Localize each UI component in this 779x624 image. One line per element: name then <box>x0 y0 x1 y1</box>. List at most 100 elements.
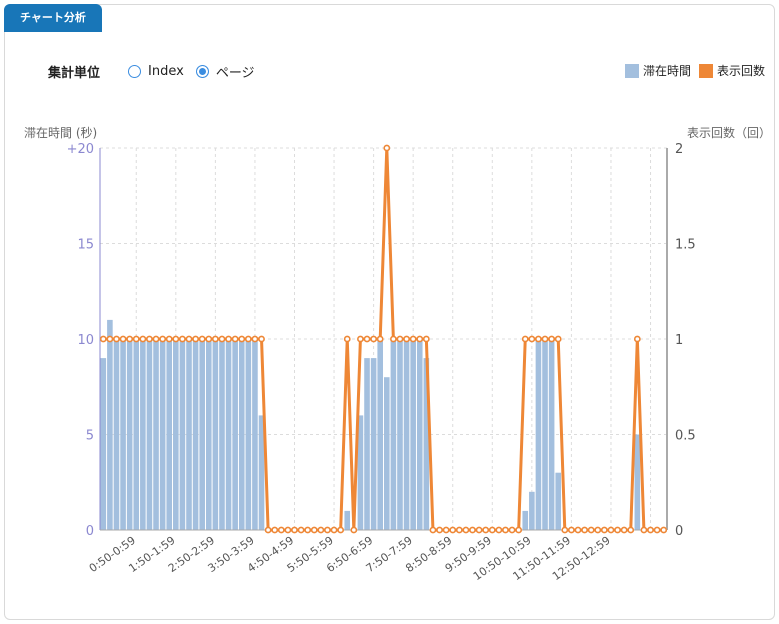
point-views <box>614 526 621 534</box>
point-views <box>475 526 483 534</box>
bar-duration <box>403 339 410 530</box>
point-views <box>271 526 279 534</box>
point-views <box>383 144 391 152</box>
bar-duration <box>364 358 370 530</box>
point-views <box>647 526 654 534</box>
point-views <box>317 526 325 534</box>
point-views <box>205 335 213 343</box>
point-views <box>291 526 298 534</box>
bar-duration <box>245 339 252 530</box>
y-right-tick-label: 1.5 <box>675 238 696 253</box>
point-views <box>337 526 345 534</box>
bar-duration <box>416 339 423 530</box>
point-views <box>541 335 549 343</box>
bar-duration <box>120 339 126 530</box>
bar-duration <box>390 339 397 530</box>
bar-duration <box>126 339 133 530</box>
bar-duration <box>252 339 258 530</box>
point-views <box>396 335 404 343</box>
bar-duration <box>555 472 562 530</box>
point-views <box>627 526 635 534</box>
point-views <box>185 335 193 343</box>
bar-duration <box>133 339 140 530</box>
point-views <box>488 526 496 534</box>
point-views <box>548 335 556 343</box>
bar-duration <box>100 358 107 530</box>
legend-label-duration: 滞在時間 <box>642 64 691 78</box>
point-views <box>568 526 575 534</box>
radio-option-page[interactable]: ページ <box>195 62 255 81</box>
tab-chart-analysis[interactable]: チャート分析 <box>4 4 102 32</box>
point-views <box>462 526 470 534</box>
bar-duration <box>344 510 351 530</box>
bar-duration <box>205 339 212 530</box>
bar-duration <box>113 339 120 530</box>
radio-page-label: ページ <box>215 65 255 81</box>
bar-duration <box>410 339 416 530</box>
point-views <box>416 335 424 343</box>
bar-duration <box>377 339 383 530</box>
legend-swatch-duration <box>624 63 639 78</box>
point-views <box>521 335 529 343</box>
point-views <box>376 335 384 343</box>
y-left-tick-label: 0 <box>86 524 94 539</box>
legend-item-views[interactable]: 表示回数 <box>698 62 765 79</box>
bar-duration <box>542 339 548 530</box>
point-views <box>106 335 114 343</box>
legend-item-duration[interactable]: 滞在時間 <box>624 62 691 79</box>
bar-duration <box>146 339 153 530</box>
chart-legend: 滞在時間 表示回数 <box>617 62 765 79</box>
radio-option-index[interactable]: Index <box>128 64 184 79</box>
point-views <box>165 335 173 343</box>
point-views <box>482 526 490 534</box>
point-views <box>633 335 641 343</box>
point-views <box>304 526 312 534</box>
point-views <box>277 526 285 534</box>
bar-duration <box>529 491 535 530</box>
bar-duration <box>535 339 542 530</box>
bar-duration <box>634 434 641 530</box>
point-views <box>422 335 430 343</box>
y-right-tick-label: 0 <box>675 524 683 539</box>
point-views <box>258 335 265 343</box>
radio-index[interactable] <box>128 64 142 78</box>
point-views <box>231 335 239 343</box>
point-views <box>495 526 503 534</box>
aggregation-controls: 集計単位 Index ページ <box>48 60 267 82</box>
radio-index-label: Index <box>148 63 184 79</box>
point-views <box>653 526 661 534</box>
point-views <box>225 335 232 343</box>
bar-duration <box>173 339 179 530</box>
bar-duration <box>370 358 377 530</box>
point-views <box>172 335 180 343</box>
point-views <box>455 526 463 534</box>
bar-duration <box>192 339 199 530</box>
point-views <box>297 526 305 534</box>
bar-duration <box>258 415 265 530</box>
point-views <box>330 526 338 534</box>
y-left-tick-label: 10 <box>77 333 94 348</box>
point-views <box>594 526 602 534</box>
point-views <box>251 335 259 343</box>
point-views <box>409 335 417 343</box>
bar-duration <box>357 415 364 530</box>
point-views <box>660 526 668 534</box>
y-right-axis-title: 表示回数（回） <box>686 126 771 140</box>
radio-page[interactable] <box>195 64 209 78</box>
point-views <box>587 526 595 534</box>
bar-duration <box>186 339 192 530</box>
point-views <box>429 526 437 534</box>
point-views <box>179 335 186 343</box>
point-views <box>600 526 608 534</box>
point-views <box>363 335 371 343</box>
point-views <box>469 526 476 534</box>
point-views <box>152 335 160 343</box>
point-views <box>113 335 120 343</box>
bar-duration <box>153 339 159 530</box>
point-views <box>581 526 588 534</box>
point-views <box>436 526 443 534</box>
point-views <box>515 526 523 534</box>
bar-duration <box>548 339 555 530</box>
bar-duration <box>225 339 232 530</box>
